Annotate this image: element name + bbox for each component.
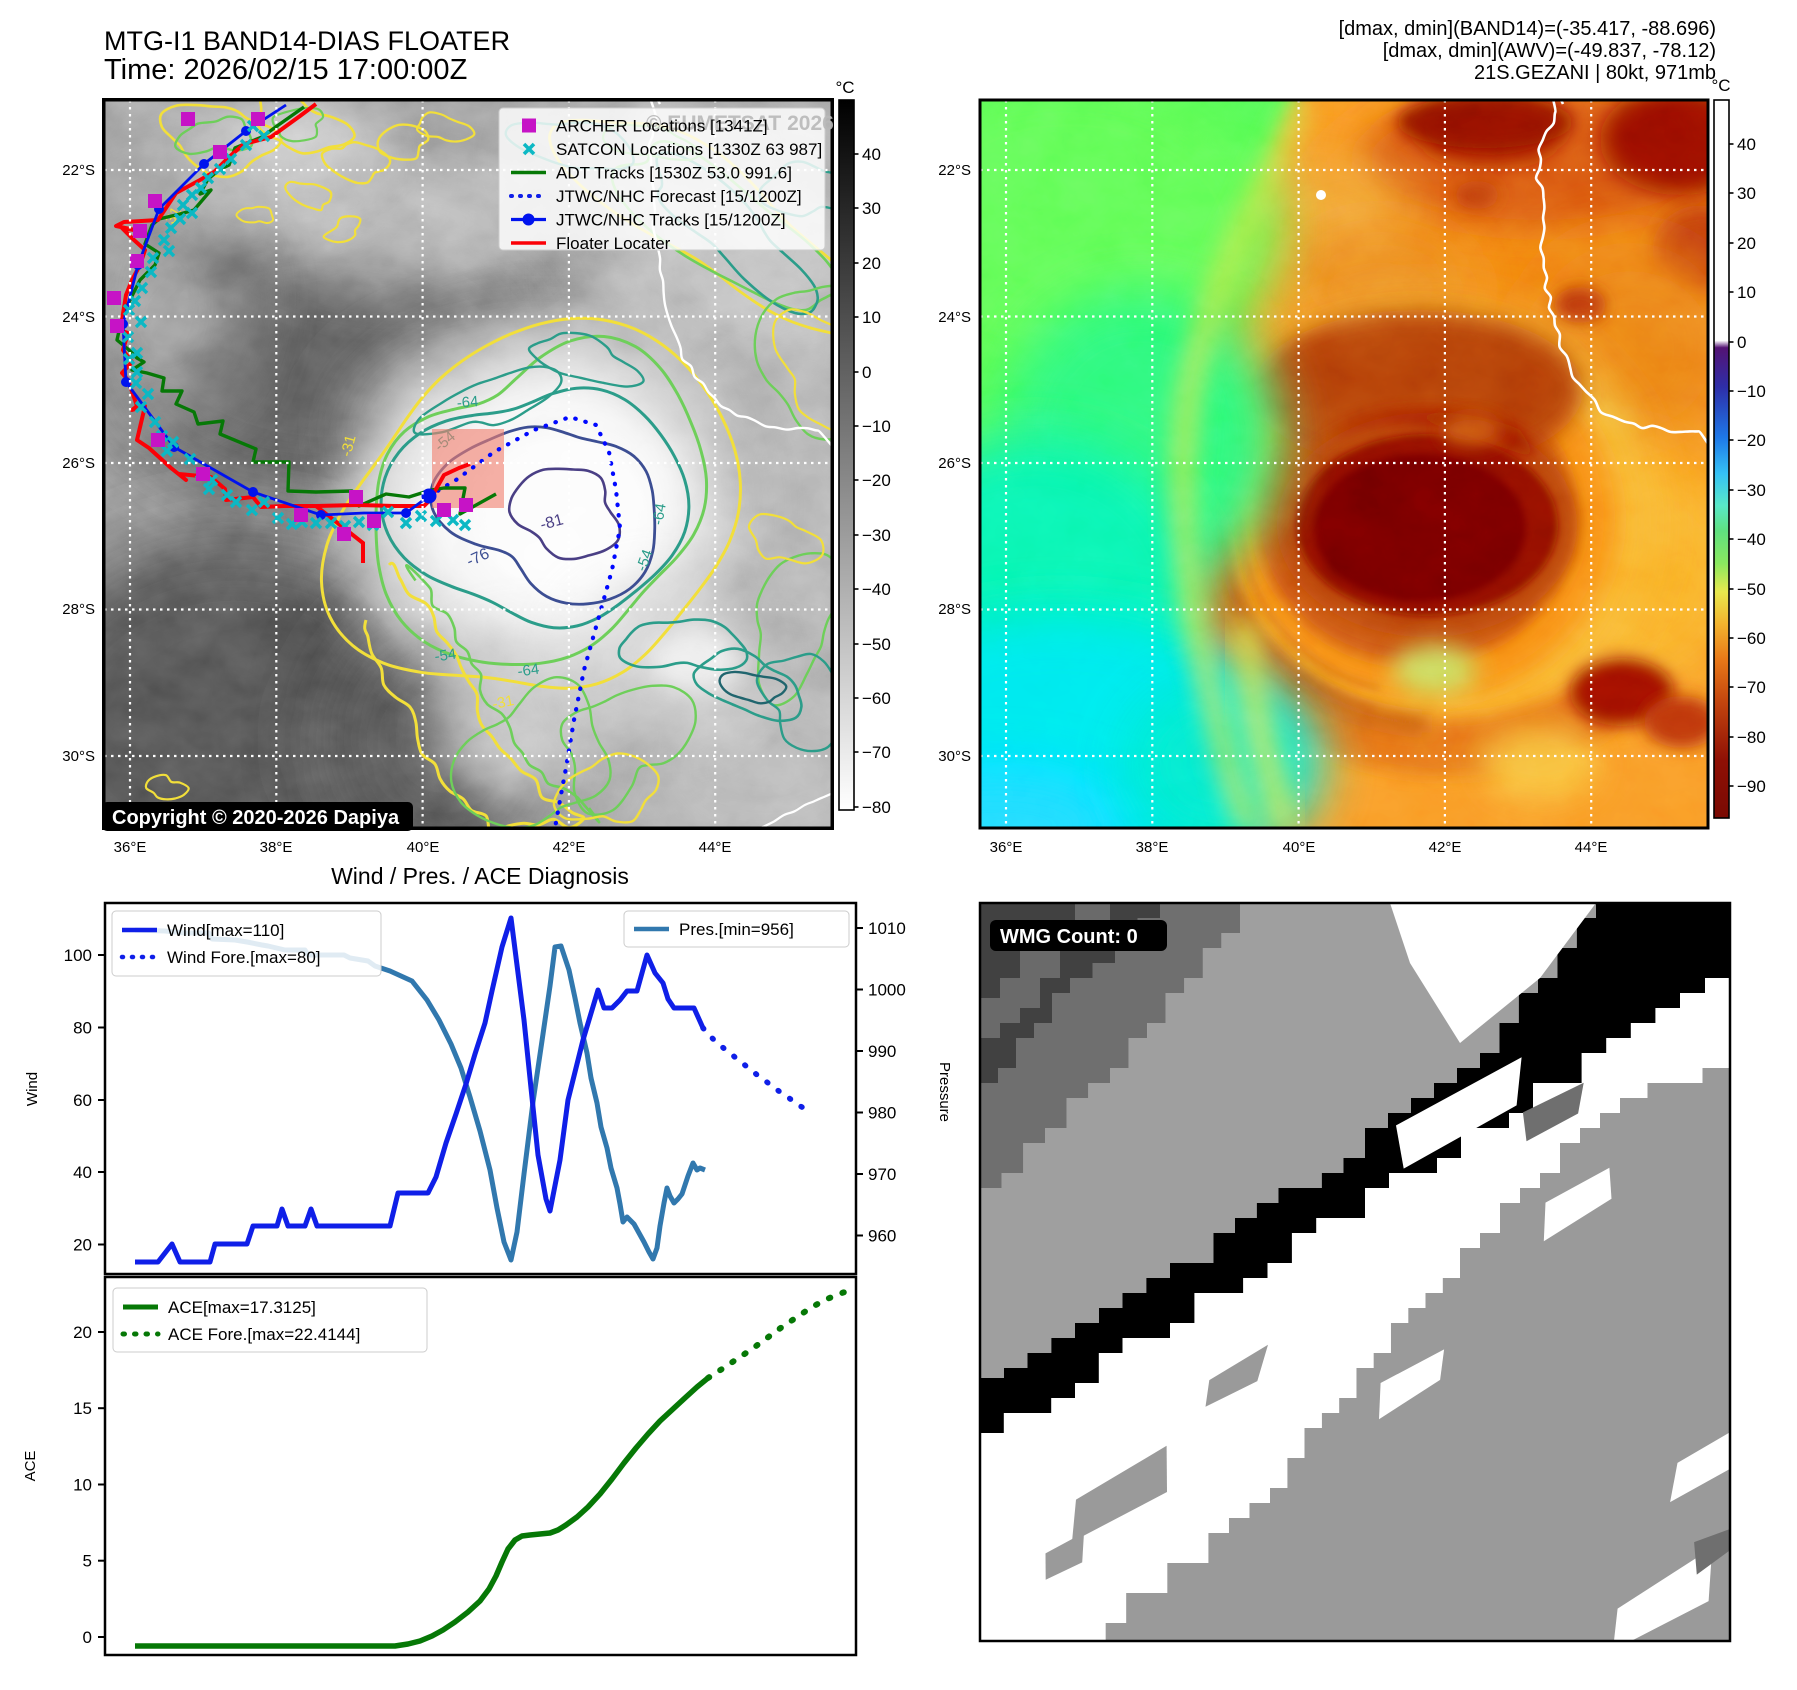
svg-text:15: 15 bbox=[73, 1399, 92, 1418]
svg-text:60: 60 bbox=[73, 1091, 92, 1110]
svg-text:−20: −20 bbox=[1737, 431, 1766, 450]
svg-text:28°S: 28°S bbox=[938, 601, 971, 618]
svg-text:−90: −90 bbox=[1737, 777, 1766, 796]
svg-text:42°E: 42°E bbox=[1429, 839, 1462, 856]
svg-text:Wind Fore.[max=80]: Wind Fore.[max=80] bbox=[167, 948, 321, 967]
svg-text:© EUMETSAT 2026: © EUMETSAT 2026 bbox=[646, 112, 834, 135]
svg-text:-31: -31 bbox=[338, 433, 360, 458]
svg-text:−80: −80 bbox=[1737, 728, 1766, 747]
svg-text:20: 20 bbox=[73, 1323, 92, 1342]
svg-text:30: 30 bbox=[862, 199, 881, 218]
svg-text:ARCHER Locations [1341Z]: ARCHER Locations [1341Z] bbox=[556, 117, 768, 136]
svg-text:Wind[max=110]: Wind[max=110] bbox=[167, 921, 284, 940]
svg-text:28°S: 28°S bbox=[62, 601, 95, 618]
svg-text:80: 80 bbox=[73, 1019, 92, 1038]
svg-text:21S.GEZANI | 80kt, 971mb: 21S.GEZANI | 80kt, 971mb bbox=[1474, 62, 1716, 84]
svg-text:100: 100 bbox=[64, 946, 92, 965]
svg-text:Wind / Pres. / ACE Diagnosis: Wind / Pres. / ACE Diagnosis bbox=[331, 863, 629, 889]
svg-text:JTWC/NHC Tracks [15/1200Z]: JTWC/NHC Tracks [15/1200Z] bbox=[556, 211, 786, 230]
svg-text:26°S: 26°S bbox=[62, 455, 95, 472]
svg-text:−70: −70 bbox=[1737, 678, 1766, 697]
svg-text:−30: −30 bbox=[1737, 481, 1766, 500]
svg-text:-81: -81 bbox=[538, 511, 565, 533]
svg-text:40°E: 40°E bbox=[1283, 839, 1316, 856]
svg-text:0: 0 bbox=[1737, 333, 1746, 352]
svg-text:Floater Locater: Floater Locater bbox=[556, 234, 671, 253]
svg-text:Wind: Wind bbox=[24, 1072, 41, 1106]
svg-text:−30: −30 bbox=[862, 526, 891, 545]
svg-text:[dmax, dmin](AWV)=(-49.837, -7: [dmax, dmin](AWV)=(-49.837, -78.12) bbox=[1383, 40, 1716, 62]
svg-text:MTG-I1 BAND14-DIAS FLOATER: MTG-I1 BAND14-DIAS FLOATER bbox=[104, 26, 510, 56]
svg-text:980: 980 bbox=[868, 1104, 896, 1123]
svg-text:−10: −10 bbox=[1737, 382, 1766, 401]
svg-text:970: 970 bbox=[868, 1165, 896, 1184]
svg-text:44°E: 44°E bbox=[1575, 839, 1608, 856]
svg-text:[dmax, dmin](BAND14)=(-35.417,: [dmax, dmin](BAND14)=(-35.417, -88.696) bbox=[1339, 18, 1716, 40]
svg-text:−50: −50 bbox=[862, 635, 891, 654]
svg-text:10: 10 bbox=[862, 308, 881, 327]
svg-text:-31: -31 bbox=[491, 692, 516, 713]
svg-text:24°S: 24°S bbox=[62, 309, 95, 326]
svg-text:ADT Tracks [1530Z 53.0 991.6]: ADT Tracks [1530Z 53.0 991.6] bbox=[556, 164, 792, 183]
svg-text:−80: −80 bbox=[862, 798, 891, 817]
svg-text:ACE: ACE bbox=[22, 1451, 39, 1482]
svg-text:ACE[max=17.3125]: ACE[max=17.3125] bbox=[168, 1298, 316, 1317]
svg-text:Time: 2026/02/15 17:00:00Z: Time: 2026/02/15 17:00:00Z bbox=[104, 54, 467, 86]
svg-text:5: 5 bbox=[83, 1552, 92, 1571]
svg-text:−20: −20 bbox=[862, 471, 891, 490]
svg-text:30°S: 30°S bbox=[62, 748, 95, 765]
svg-text:36°E: 36°E bbox=[990, 839, 1023, 856]
svg-text:38°E: 38°E bbox=[260, 839, 293, 856]
svg-text:−40: −40 bbox=[862, 580, 891, 599]
svg-text:0: 0 bbox=[83, 1628, 92, 1647]
svg-text:40: 40 bbox=[1737, 135, 1756, 154]
svg-text:40: 40 bbox=[73, 1163, 92, 1182]
svg-text:30°S: 30°S bbox=[938, 748, 971, 765]
svg-text:22°S: 22°S bbox=[62, 162, 95, 179]
svg-text:1010: 1010 bbox=[868, 919, 906, 938]
svg-text:Pressure: Pressure bbox=[936, 1062, 953, 1122]
svg-text:20: 20 bbox=[73, 1236, 92, 1255]
svg-text:WMG Count: 0: WMG Count: 0 bbox=[1000, 926, 1138, 948]
svg-text:SATCON Locations [1330Z 63 987: SATCON Locations [1330Z 63 987] bbox=[556, 140, 822, 159]
svg-text:44°E: 44°E bbox=[699, 839, 732, 856]
svg-text:ACE Fore.[max=22.4144]: ACE Fore.[max=22.4144] bbox=[168, 1325, 360, 1344]
svg-text:990: 990 bbox=[868, 1042, 896, 1061]
svg-text:30: 30 bbox=[1737, 184, 1756, 203]
svg-text:−60: −60 bbox=[1737, 629, 1766, 648]
svg-text:40°E: 40°E bbox=[407, 839, 440, 856]
svg-text:-64: -64 bbox=[649, 502, 670, 526]
svg-text:26°S: 26°S bbox=[938, 455, 971, 472]
svg-text:38°E: 38°E bbox=[1136, 839, 1169, 856]
svg-text:−50: −50 bbox=[1737, 580, 1766, 599]
svg-text:22°S: 22°S bbox=[938, 162, 971, 179]
svg-text:24°S: 24°S bbox=[938, 309, 971, 326]
svg-text:-64: -64 bbox=[516, 661, 540, 681]
svg-text:−10: −10 bbox=[862, 417, 891, 436]
svg-text:10: 10 bbox=[1737, 283, 1756, 302]
svg-text:1000: 1000 bbox=[868, 981, 906, 1000]
svg-text:20: 20 bbox=[862, 254, 881, 273]
svg-text:°C: °C bbox=[1711, 76, 1730, 95]
svg-text:10: 10 bbox=[73, 1476, 92, 1495]
svg-text:−70: −70 bbox=[862, 743, 891, 762]
svg-text:JTWC/NHC Forecast [15/1200Z]: JTWC/NHC Forecast [15/1200Z] bbox=[556, 187, 802, 206]
svg-text:960: 960 bbox=[868, 1227, 896, 1246]
svg-text:36°E: 36°E bbox=[114, 839, 147, 856]
svg-text:−60: −60 bbox=[862, 689, 891, 708]
svg-text:−40: −40 bbox=[1737, 530, 1766, 549]
svg-text:42°E: 42°E bbox=[553, 839, 586, 856]
svg-text:-64: -64 bbox=[456, 393, 479, 412]
svg-text:-54: -54 bbox=[633, 547, 656, 573]
svg-text:0: 0 bbox=[862, 363, 871, 382]
svg-text:-54: -54 bbox=[433, 646, 457, 666]
svg-text:°C: °C bbox=[835, 78, 854, 97]
svg-text:40: 40 bbox=[862, 145, 881, 164]
svg-text:Pres.[min=956]: Pres.[min=956] bbox=[679, 920, 794, 939]
svg-text:20: 20 bbox=[1737, 234, 1756, 253]
svg-text:Copyright © 2020-2026 Dapiya: Copyright © 2020-2026 Dapiya bbox=[112, 807, 400, 829]
